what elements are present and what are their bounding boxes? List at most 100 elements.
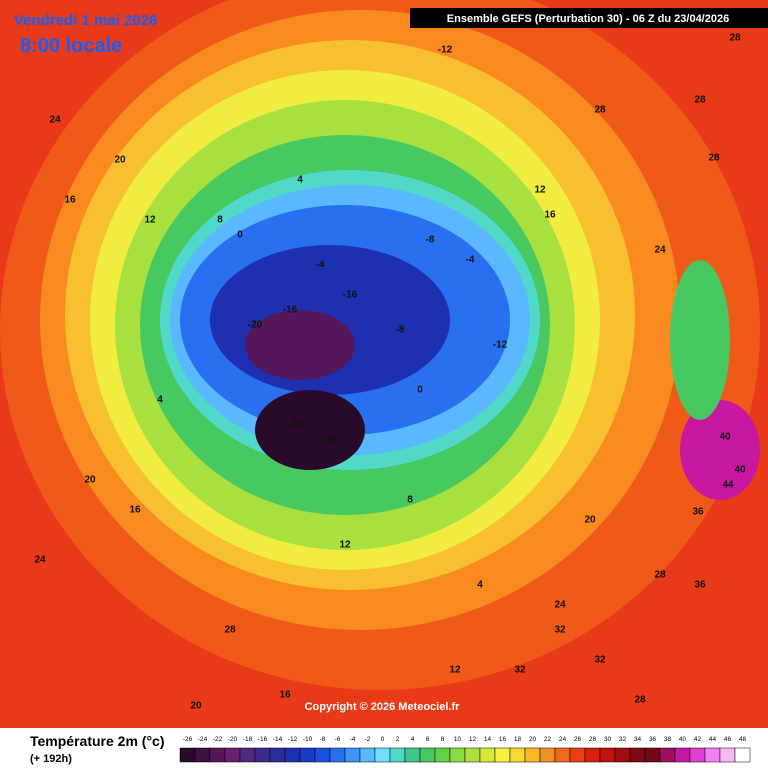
legend-swatch bbox=[389, 747, 406, 763]
temperature-label: -20 bbox=[288, 420, 303, 431]
legend-tick: -6 bbox=[335, 736, 341, 743]
legend-tick: 22 bbox=[544, 736, 552, 743]
legend-tick: 20 bbox=[529, 736, 537, 743]
legend-swatch bbox=[734, 747, 751, 763]
legend-swatch bbox=[329, 747, 346, 763]
temperature-label: -16 bbox=[283, 305, 298, 316]
legend-swatch bbox=[239, 747, 256, 763]
legend-swatch bbox=[344, 747, 361, 763]
legend-tick: 10 bbox=[454, 736, 462, 743]
temperature-label: 16 bbox=[64, 195, 76, 206]
legend-swatch bbox=[569, 747, 586, 763]
temperature-label: 8 bbox=[217, 215, 223, 226]
temperature-label: 24 bbox=[49, 115, 61, 126]
legend-tick: 16 bbox=[499, 736, 507, 743]
temperature-label: 28 bbox=[654, 570, 666, 581]
lead-time: (+ 192h) bbox=[30, 753, 72, 765]
legend-swatch bbox=[509, 747, 526, 763]
legend-title: Température 2m (°c) bbox=[30, 733, 165, 749]
temperature-label: 28 bbox=[634, 695, 646, 706]
legend-tick: 40 bbox=[679, 736, 687, 743]
legend-tick: -4 bbox=[350, 736, 356, 743]
header-bar bbox=[410, 8, 768, 28]
legend-tick: -2 bbox=[365, 736, 371, 743]
temperature-label: 24 bbox=[654, 245, 666, 256]
legend-swatch bbox=[449, 747, 466, 763]
temperature-label: 32 bbox=[554, 625, 566, 636]
legend-swatch bbox=[419, 747, 436, 763]
temperature-label: 28 bbox=[708, 153, 720, 164]
legend-swatch bbox=[299, 747, 316, 763]
legend-swatch bbox=[584, 747, 601, 763]
legend-tick: 12 bbox=[469, 736, 477, 743]
legend-swatch bbox=[659, 747, 676, 763]
temperature-label: 44 bbox=[722, 480, 734, 491]
temperature-label: -32 bbox=[315, 423, 330, 434]
legend-swatch bbox=[614, 747, 631, 763]
legend-tick: 30 bbox=[604, 736, 612, 743]
temperature-label: 20 bbox=[114, 155, 126, 166]
temperature-label: 20 bbox=[84, 475, 96, 486]
temperature-label: 40 bbox=[734, 465, 746, 476]
temperature-label: 4 bbox=[157, 395, 163, 406]
legend-tick: 24 bbox=[559, 736, 567, 743]
legend-swatch bbox=[404, 747, 421, 763]
legend-swatch bbox=[359, 747, 376, 763]
legend-tick: 26 bbox=[574, 736, 582, 743]
legend-tick: 14 bbox=[484, 736, 492, 743]
legend-tick: 46 bbox=[724, 736, 732, 743]
temperature-label: -4 bbox=[316, 260, 325, 271]
legend-tick: 38 bbox=[664, 736, 672, 743]
temperature-label: 32 bbox=[594, 655, 606, 666]
temperature-label: -8 bbox=[426, 235, 435, 246]
date: Vendredi 1 mai 2026 bbox=[14, 12, 157, 29]
zone bbox=[245, 310, 355, 380]
zone bbox=[255, 390, 365, 470]
temperature-label: 28 bbox=[694, 95, 706, 106]
legend-tick: 42 bbox=[694, 736, 702, 743]
temperature-label: 36 bbox=[692, 507, 704, 518]
temperature-label: 16 bbox=[129, 505, 141, 516]
local-time: 8:00 locale bbox=[20, 35, 122, 57]
legend-swatch bbox=[284, 747, 301, 763]
legend-tick: -24 bbox=[198, 736, 208, 743]
legend-swatch bbox=[674, 747, 691, 763]
legend-swatch bbox=[209, 747, 226, 763]
temperature-label: 0 bbox=[237, 230, 243, 241]
legend-tick: 4 bbox=[411, 736, 415, 743]
legend-tick: -12 bbox=[288, 736, 298, 743]
temperature-label: 12 bbox=[534, 185, 546, 196]
legend-swatch bbox=[719, 747, 736, 763]
temperature-label: 16 bbox=[544, 210, 556, 221]
temperature-label: 28 bbox=[224, 625, 236, 636]
legend-tick: 2 bbox=[396, 736, 400, 743]
temperature-label: 0 bbox=[417, 385, 423, 396]
legend-swatch bbox=[374, 747, 391, 763]
temperature-label: -16 bbox=[323, 435, 338, 446]
legend-swatch bbox=[539, 747, 556, 763]
legend-swatch bbox=[704, 747, 721, 763]
legend-swatch bbox=[554, 747, 571, 763]
temperature-label: -16 bbox=[343, 290, 358, 301]
temperature-label: 16 bbox=[279, 690, 291, 701]
temperature-label: 4 bbox=[297, 175, 303, 186]
temperature-label: 4 bbox=[477, 580, 483, 591]
legend-tick: 36 bbox=[649, 736, 657, 743]
legend-tick: -10 bbox=[303, 736, 313, 743]
legend-swatch bbox=[524, 747, 541, 763]
legend-tick: 44 bbox=[709, 736, 717, 743]
legend-tick: 18 bbox=[514, 736, 522, 743]
legend-swatch bbox=[599, 747, 616, 763]
legend-tick: 0 bbox=[381, 736, 385, 743]
legend-swatch bbox=[479, 747, 496, 763]
legend-tick: -20 bbox=[228, 736, 238, 743]
legend-swatch bbox=[644, 747, 661, 763]
legend-tick: -22 bbox=[213, 736, 223, 743]
legend-tick: 8 bbox=[441, 736, 445, 743]
zone bbox=[680, 400, 760, 500]
legend-swatch bbox=[254, 747, 271, 763]
temperature-label: 12 bbox=[449, 665, 461, 676]
legend-tick: -16 bbox=[258, 736, 268, 743]
